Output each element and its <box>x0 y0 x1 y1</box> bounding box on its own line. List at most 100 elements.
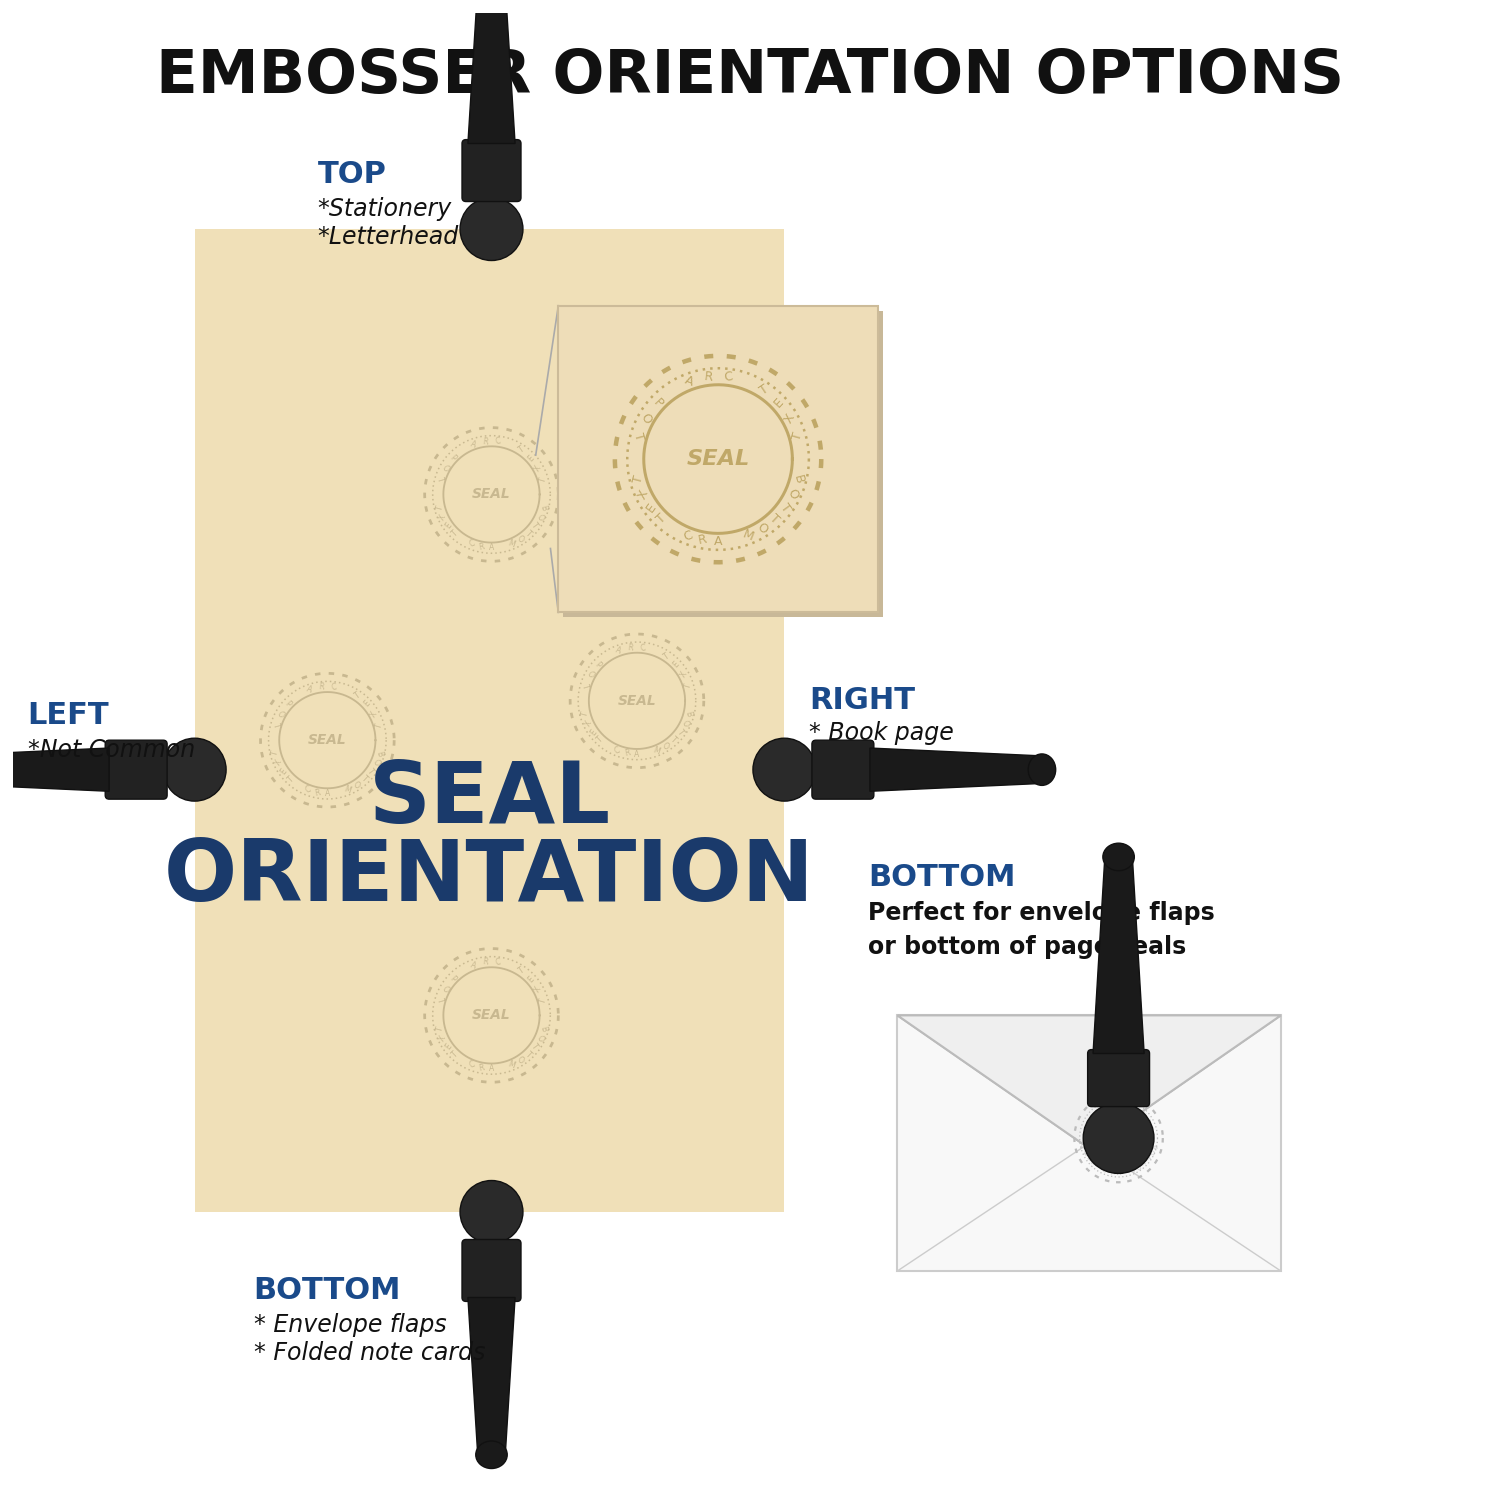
Text: T: T <box>580 682 591 690</box>
Text: B: B <box>790 474 806 486</box>
Text: O: O <box>585 670 596 680</box>
Text: T: T <box>358 774 369 784</box>
Circle shape <box>460 1180 524 1244</box>
Text: O: O <box>784 488 801 501</box>
Text: X: X <box>438 1034 448 1042</box>
Text: X: X <box>783 413 798 426</box>
Polygon shape <box>1094 856 1144 1053</box>
Text: O: O <box>680 718 690 728</box>
Text: A: A <box>634 750 639 759</box>
Text: or bottom of page seals: or bottom of page seals <box>868 934 1186 958</box>
Text: T: T <box>524 528 532 538</box>
Text: O: O <box>1134 1164 1142 1172</box>
Text: T: T <box>768 512 782 526</box>
Text: A: A <box>1104 1102 1108 1108</box>
Circle shape <box>460 198 524 261</box>
Text: T: T <box>518 446 525 454</box>
Text: T: T <box>1082 1144 1088 1149</box>
Text: O: O <box>660 741 670 752</box>
Text: M: M <box>652 746 662 756</box>
Text: A: A <box>304 686 313 694</box>
Circle shape <box>753 738 816 801</box>
Text: T: T <box>530 522 540 531</box>
Text: R: R <box>478 1064 484 1072</box>
Text: R: R <box>482 436 489 445</box>
Text: T: T <box>435 504 444 512</box>
Text: O: O <box>440 464 450 472</box>
Text: O: O <box>1148 1150 1154 1156</box>
Text: O: O <box>754 520 770 537</box>
Text: B: B <box>538 504 549 512</box>
Text: EMBOSSER ORIENTATION OPTIONS: EMBOSSER ORIENTATION OPTIONS <box>156 46 1344 106</box>
Text: M: M <box>342 784 352 795</box>
Text: O: O <box>534 1034 544 1042</box>
Text: E: E <box>442 522 453 531</box>
Text: T: T <box>518 966 525 976</box>
Text: C: C <box>303 784 312 795</box>
Text: C: C <box>495 436 501 445</box>
Text: A: A <box>489 1065 494 1074</box>
FancyBboxPatch shape <box>897 1016 1281 1270</box>
Text: T: T <box>662 651 670 662</box>
Text: C: C <box>468 538 476 549</box>
Text: T: T <box>632 474 645 484</box>
Text: T: T <box>758 382 771 398</box>
Text: ORIENTATION: ORIENTATION <box>164 837 815 920</box>
Polygon shape <box>0 748 110 792</box>
Text: * Folded note cards: * Folded note cards <box>254 1341 484 1365</box>
Text: T: T <box>435 477 445 483</box>
Text: T: T <box>1140 1161 1146 1167</box>
Text: SEAL: SEAL <box>618 694 657 708</box>
Text: T: T <box>366 766 375 776</box>
Text: O: O <box>440 984 450 994</box>
Text: T: T <box>435 1026 444 1032</box>
Text: A: A <box>682 374 696 388</box>
Text: T: T <box>538 477 548 483</box>
Text: X: X <box>438 513 448 522</box>
Text: C: C <box>495 957 501 968</box>
Ellipse shape <box>1028 754 1056 786</box>
Text: T: T <box>669 735 678 744</box>
Text: T: T <box>538 998 548 1005</box>
Text: * Envelope flaps: * Envelope flaps <box>254 1312 447 1336</box>
Text: SEAL: SEAL <box>369 758 610 840</box>
Text: A: A <box>489 543 494 552</box>
Polygon shape <box>897 1016 1281 1149</box>
Text: B: B <box>538 1024 549 1032</box>
Text: R: R <box>318 682 324 692</box>
Text: *Stationery: *Stationery <box>318 198 452 222</box>
Text: B: B <box>684 711 694 718</box>
Text: T: T <box>790 430 806 442</box>
Text: RIGHT: RIGHT <box>808 687 915 716</box>
Text: T: T <box>1136 1106 1142 1112</box>
Text: R: R <box>704 370 714 384</box>
Text: X: X <box>636 488 651 501</box>
FancyBboxPatch shape <box>195 230 784 1212</box>
Circle shape <box>1083 1102 1154 1173</box>
Polygon shape <box>468 0 514 144</box>
Polygon shape <box>870 748 1042 792</box>
Text: O: O <box>516 1054 525 1066</box>
Text: X: X <box>1146 1118 1152 1124</box>
FancyBboxPatch shape <box>1088 1050 1149 1107</box>
Text: X: X <box>274 759 284 766</box>
Text: B: B <box>374 750 384 758</box>
Text: E: E <box>644 501 658 515</box>
Text: SEAL: SEAL <box>472 1008 512 1023</box>
FancyBboxPatch shape <box>462 140 520 201</box>
Text: E: E <box>442 1042 453 1052</box>
Text: T: T <box>530 1042 540 1052</box>
Text: A: A <box>470 440 477 450</box>
Text: E: E <box>279 766 290 776</box>
Text: X: X <box>678 670 688 680</box>
Text: O: O <box>276 710 286 718</box>
Text: E: E <box>1088 1156 1094 1162</box>
Text: A: A <box>470 960 477 970</box>
Text: T: T <box>374 722 384 729</box>
Text: T: T <box>580 711 590 717</box>
Text: P: P <box>650 396 664 410</box>
Text: SEAL: SEAL <box>1102 1132 1134 1143</box>
Text: M: M <box>1128 1167 1136 1174</box>
Text: T: T <box>352 690 362 700</box>
Text: T: T <box>524 1050 532 1059</box>
